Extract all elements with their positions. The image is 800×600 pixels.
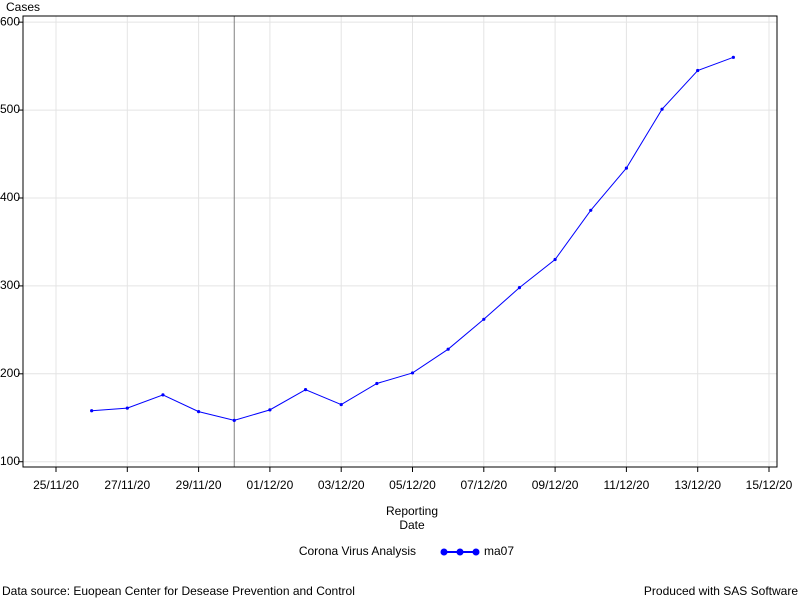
data-point <box>553 257 557 262</box>
data-point <box>90 409 94 413</box>
data-point <box>446 347 450 351</box>
data-point <box>161 393 165 397</box>
y-tick-label: 200 <box>0 366 20 380</box>
legend-swatch <box>456 548 464 556</box>
x-axis-label: Reporting <box>386 504 438 518</box>
legend-label: ma07 <box>484 544 514 558</box>
data-point <box>696 68 700 73</box>
y-tick-label: 400 <box>0 190 20 204</box>
data-point <box>589 208 593 212</box>
x-tick-label: 11/12/20 <box>603 478 649 492</box>
x-tick-label: 09/12/20 <box>532 478 579 492</box>
x-tick-label: 03/12/20 <box>318 478 365 492</box>
data-point <box>339 402 343 407</box>
data-point <box>410 371 415 375</box>
y-tick-label: 100 <box>0 454 20 468</box>
data-point <box>731 55 735 59</box>
data-point <box>197 410 201 414</box>
legend-title: Corona Virus Analysis <box>299 544 416 558</box>
x-tick-label: 29/11/20 <box>176 478 222 492</box>
y-tick-label: 300 <box>0 278 20 292</box>
data-point <box>125 406 129 410</box>
x-tick-label: 25/11/20 <box>33 478 79 492</box>
y-axis-label: Cases <box>6 0 40 14</box>
data-point <box>268 408 272 412</box>
x-tick-label: 07/12/20 <box>460 478 507 492</box>
data-point <box>660 107 664 111</box>
x-tick-label: 27/11/20 <box>104 478 150 492</box>
x-tick-label: 05/12/20 <box>389 478 436 492</box>
legend-swatch <box>440 548 448 556</box>
footnote: Produced with SAS Software <box>644 584 798 598</box>
data-point <box>624 166 629 170</box>
x-tick-label: 13/12/20 <box>674 478 721 492</box>
data-point <box>375 381 379 386</box>
x-axis-label: Date <box>399 518 425 532</box>
y-tick-label: 500 <box>0 102 20 116</box>
data-point <box>482 317 486 321</box>
data-point <box>303 388 308 392</box>
x-tick-label: 01/12/20 <box>247 478 294 492</box>
y-tick-label: 600 <box>0 14 20 28</box>
footnote: Data source: Euopean Center for Desease … <box>2 584 355 598</box>
data-point <box>232 418 236 423</box>
x-tick-label: 15/12/20 <box>746 478 793 492</box>
legend-swatch <box>472 548 480 556</box>
plot-frame <box>22 15 778 468</box>
data-point <box>517 286 522 290</box>
